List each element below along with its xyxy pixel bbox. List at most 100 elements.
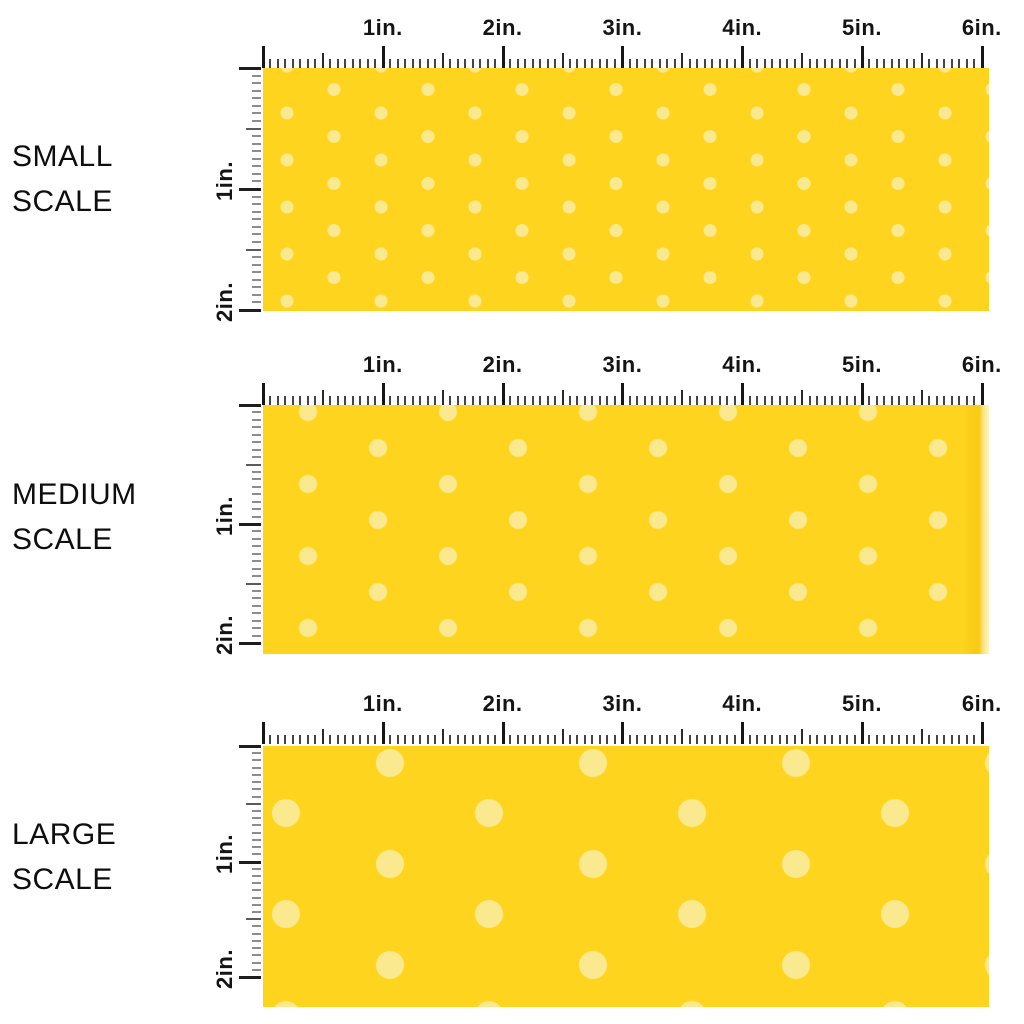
ruler-tick — [920, 729, 923, 744]
ruler-tick — [252, 911, 261, 914]
ruler-tick — [890, 735, 893, 744]
ruler-tick — [494, 59, 497, 68]
ruler-tick — [239, 67, 261, 70]
ruler-tick — [950, 735, 953, 744]
ruler-tick — [861, 383, 864, 405]
horizontal-ruler: 1in. 2in. 3in. 4in. 5in. 6in. — [262, 350, 1001, 405]
ruler-tick — [583, 735, 586, 744]
ruler-tick — [252, 809, 261, 812]
ruler-tick — [276, 735, 279, 744]
ruler-tick — [306, 735, 309, 744]
horizontal-ruler: 1in. 2in. 3in. 4in. 5in. 6in. — [262, 689, 1001, 744]
ruler-tick — [980, 46, 984, 68]
horizontal-inch-label: 2in. — [482, 691, 523, 716]
ruler-tick — [658, 735, 661, 744]
ruler-tick — [673, 735, 676, 744]
ruler-tick — [252, 604, 261, 607]
ruler-tick — [252, 142, 261, 145]
ruler-tick — [831, 59, 834, 68]
ruler-tick — [411, 59, 414, 68]
vertical-inch-label: 1in. — [212, 161, 237, 201]
scale-label-line1: SMALL — [12, 140, 113, 173]
ruler-tick — [456, 735, 459, 744]
ruler-tick — [846, 396, 849, 405]
ruler-tick — [606, 59, 609, 68]
ruler-tick — [419, 59, 422, 68]
horizontal-ruler-ticks — [262, 721, 989, 744]
ruler-tick — [449, 59, 452, 68]
ruler-tick — [252, 225, 261, 228]
ruler-tick — [673, 59, 676, 68]
ruler-tick — [262, 383, 265, 405]
ruler-tick — [868, 59, 871, 68]
ruler-tick — [920, 53, 923, 68]
ruler-tick — [651, 735, 654, 744]
ruler-tick — [651, 396, 654, 405]
ruler-tick — [726, 59, 729, 68]
ruler-tick — [252, 293, 261, 296]
ruler-tick — [306, 59, 309, 68]
ruler-tick — [591, 396, 594, 405]
ruler-tick — [501, 46, 505, 68]
ruler-tick — [276, 59, 279, 68]
ruler-tick — [696, 396, 699, 405]
ruler-tick — [509, 735, 512, 744]
ruler-tick — [321, 729, 324, 744]
ruler-tick — [252, 500, 261, 503]
ruler-tick — [688, 735, 691, 744]
ruler-tick — [262, 46, 265, 68]
ruler-tick — [252, 448, 261, 451]
ruler-tick — [501, 722, 505, 744]
ruler-tick — [950, 396, 953, 405]
horizontal-inch-label: 1in. — [362, 352, 403, 377]
ruler-tick — [434, 735, 437, 744]
ruler-tick — [239, 188, 261, 191]
vertical-inch-label: 2in. — [212, 949, 237, 989]
ruler-tick — [524, 735, 527, 744]
vertical-ruler — [237, 745, 261, 980]
ruler-tick — [252, 612, 261, 615]
horizontal-inch-label: 2in. — [482, 15, 523, 40]
ruler-tick — [411, 735, 414, 744]
ruler-tick — [539, 59, 542, 68]
ruler-tick — [651, 59, 654, 68]
ruler-tick — [359, 59, 362, 68]
ruler-tick — [875, 59, 878, 68]
ruler-tick — [681, 53, 684, 68]
ruler-tick — [688, 59, 691, 68]
ruler-tick — [464, 396, 467, 405]
horizontal-inch-label: 3in. — [602, 15, 643, 40]
ruler-tick — [958, 735, 961, 744]
ruler-tick — [613, 735, 616, 744]
ruler-tick — [920, 390, 923, 405]
ruler-tick — [943, 735, 946, 744]
ruler-tick — [239, 309, 261, 312]
ruler-tick — [890, 59, 893, 68]
ruler-tick — [726, 735, 729, 744]
ruler-tick — [426, 735, 429, 744]
ruler-tick — [252, 567, 261, 570]
ruler-tick — [875, 735, 878, 744]
ruler-tick — [531, 59, 534, 68]
ruler-tick — [252, 89, 261, 92]
ruler-tick — [778, 735, 781, 744]
ruler-tick — [252, 752, 261, 755]
vertical-ruler — [237, 404, 261, 646]
ruler-tick — [763, 396, 766, 405]
ruler-tick — [299, 396, 302, 405]
ruler-tick — [823, 735, 826, 744]
ruler-tick — [965, 396, 968, 405]
ruler-tick — [239, 404, 261, 407]
ruler-tick — [568, 59, 571, 68]
ruler-tick — [598, 735, 601, 744]
fabric-swatch-large — [263, 746, 989, 1007]
ruler-tick — [359, 735, 362, 744]
ruler-tick — [351, 735, 354, 744]
ruler-tick — [748, 735, 751, 744]
ruler-tick — [252, 271, 261, 274]
ruler-tick — [351, 59, 354, 68]
ruler-tick — [456, 59, 459, 68]
ruler-tick — [756, 396, 759, 405]
ruler-tick — [426, 396, 429, 405]
vertical-ruler — [237, 67, 261, 313]
